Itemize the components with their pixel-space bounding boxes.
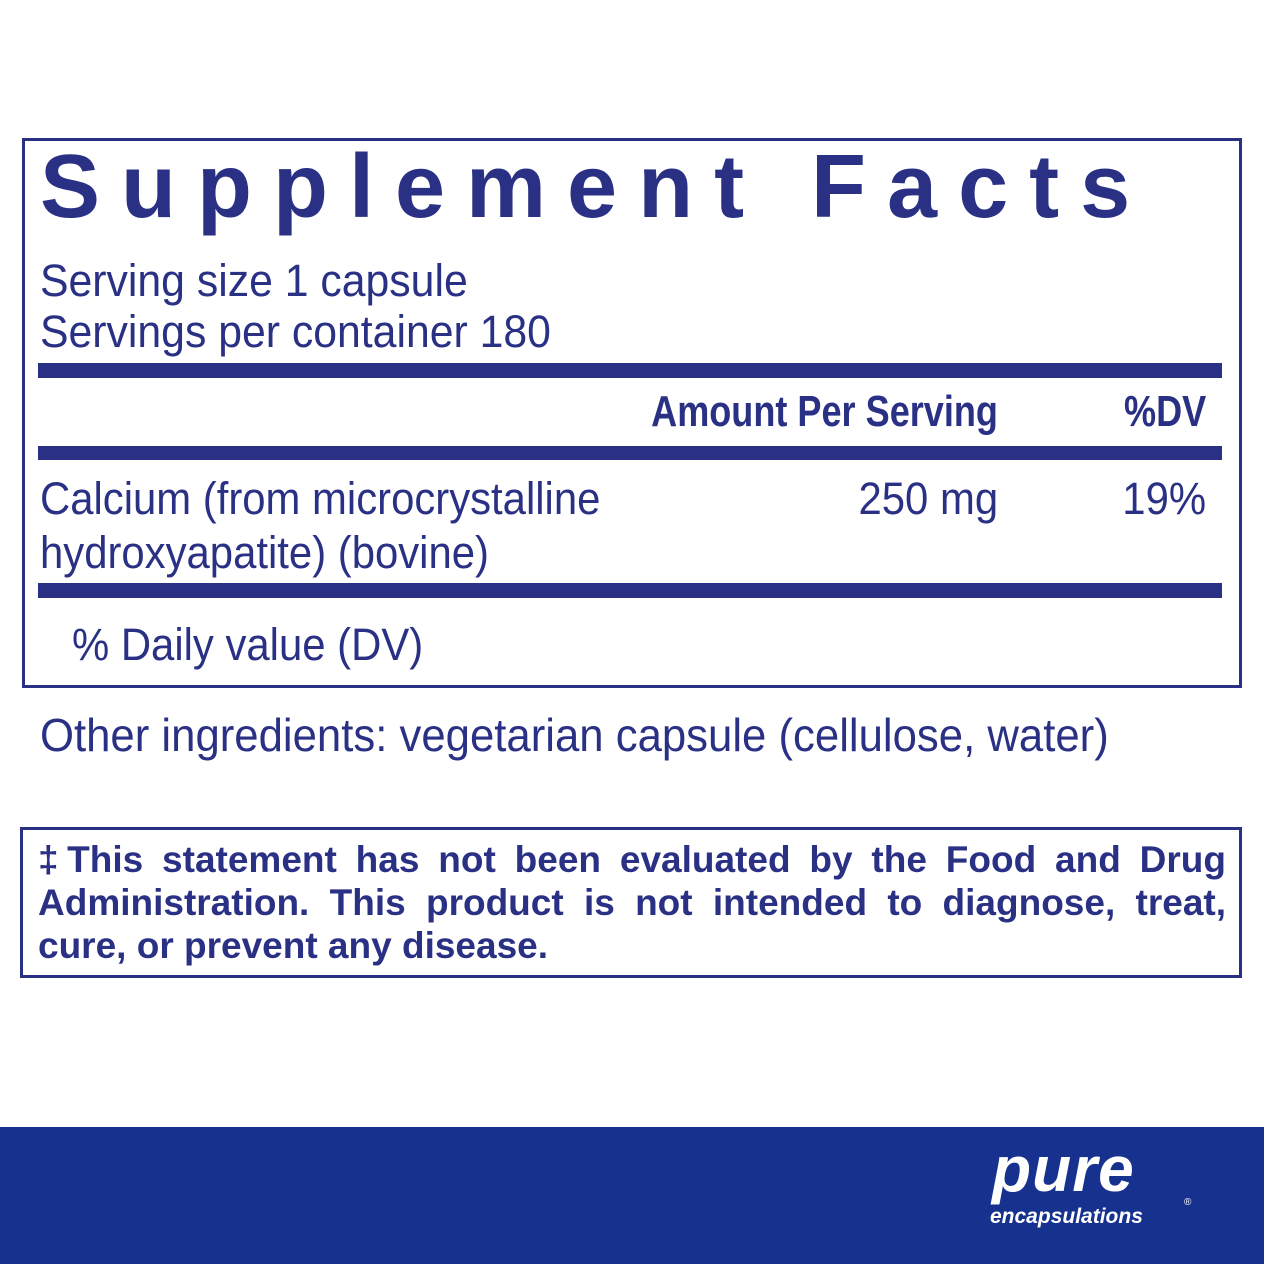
dv-footnote: % Daily value (DV)	[72, 619, 424, 670]
other-ingredients: Other ingredients: vegetarian capsule (c…	[40, 709, 1109, 761]
header-dv: %DV	[1123, 387, 1206, 436]
ingredient-name-cont: hydroxyapatite) (bovine)	[40, 527, 489, 578]
logo-main-text: pure	[992, 1133, 1135, 1205]
header-amount-per-serving: Amount Per Serving	[651, 387, 998, 436]
panel-title: Supplement Facts	[40, 137, 1152, 237]
brand-banner	[0, 1127, 1264, 1264]
serving-size: Serving size 1 capsule	[40, 255, 468, 306]
divider-thick	[38, 446, 1222, 460]
registered-mark: ®	[1184, 1197, 1192, 1208]
logo-sub-text: encapsulations	[990, 1205, 1143, 1228]
supplement-facts-panel	[22, 138, 1242, 688]
fda-disclaimer: ‡This statement has not been evaluated b…	[38, 839, 1226, 966]
servings-per-container: Servings per container 180	[40, 306, 551, 357]
divider-thick	[38, 363, 1222, 378]
disclaimer-box	[20, 827, 1242, 978]
ingredient-amount: 250 mg	[858, 473, 998, 524]
ingredient-name: Calcium (from microcrystalline	[40, 473, 601, 524]
ingredient-dv: 19%	[1122, 473, 1206, 524]
divider-thick	[38, 583, 1222, 598]
